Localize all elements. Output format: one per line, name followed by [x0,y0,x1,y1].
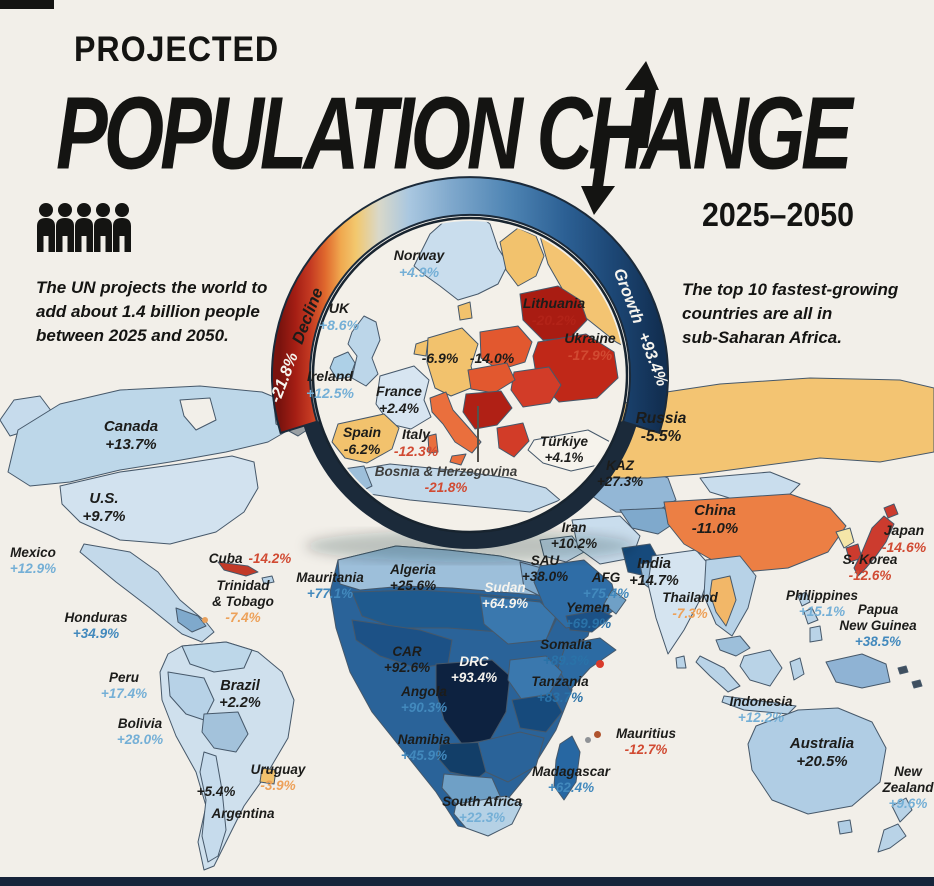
poland [479,325,533,371]
tasmania [837,819,853,835]
needle-down-arrow-icon [576,186,616,215]
honduras [175,607,207,633]
period-label: 2025–2050 [702,196,854,233]
japan [853,515,895,577]
central-europe [467,362,516,394]
bolivia [201,711,249,753]
magnifier-rim [303,420,637,549]
gauge-band [271,176,669,435]
uk [347,315,381,387]
note-un-projection: The UN projects the world to add about 1… [36,278,268,346]
bosnia-pointer-line [477,406,479,462]
south-africa [453,795,523,837]
cuba [217,561,259,577]
yemen [565,609,613,633]
person-icons [37,203,131,252]
chile [199,751,227,863]
china [663,493,847,573]
iberia [331,413,400,464]
north-america [0,377,331,643]
somalia [557,637,617,691]
papua-new-guinea [825,653,891,689]
balkans [462,390,513,430]
italy [429,391,482,454]
india [647,549,713,655]
europe-magnifier [271,176,669,562]
sumatra [695,655,741,693]
thailand [709,575,737,627]
north-korea [835,527,855,549]
ireland [329,351,356,380]
people-pictogram-icon [36,202,136,258]
france [375,365,432,430]
oceania [695,649,923,853]
south-america [159,641,295,871]
top-corner-strip [0,0,54,9]
java [721,695,797,715]
madagascar [553,735,581,801]
sudan [479,595,557,645]
romania [510,366,562,408]
philippines [809,625,823,643]
note-fastest-growing: The top 10 fastest-growing countries are… [682,280,899,348]
new-zealand-south [877,823,907,853]
needle-up-arrow-icon [624,61,664,90]
europe-map [329,221,624,513]
uruguay [259,767,277,785]
new-zealand-north [891,797,913,823]
title-kicker: PROJECTED [74,30,280,69]
australia [747,707,887,815]
page-title: POPULATION CHANGE [56,75,853,191]
greece [496,422,530,458]
borneo [739,649,783,687]
turkiye [527,429,615,472]
united-states [59,455,259,545]
tanzania [511,693,563,733]
magnifier-outline [311,216,629,534]
bottom-bar [0,877,934,886]
baltics-belarus [519,285,588,341]
denmark [457,301,473,321]
africa [329,545,617,837]
